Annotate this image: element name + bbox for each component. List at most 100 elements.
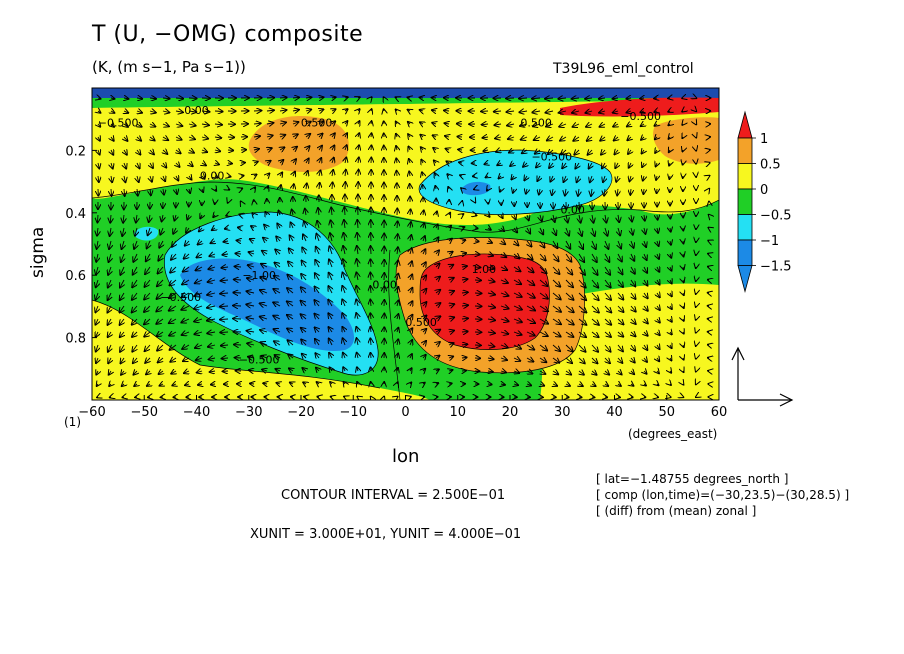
wind-vector (578, 188, 579, 196)
wind-vector (280, 147, 284, 150)
wind-vector (176, 163, 180, 167)
wind-vector (277, 383, 280, 384)
wind-vector (108, 279, 111, 288)
wind-vector (482, 137, 489, 138)
wind-vector (280, 185, 281, 189)
wind-vector (599, 98, 606, 99)
wind-vector (124, 124, 128, 127)
wind-vector (98, 150, 100, 155)
wind-vector (670, 293, 672, 296)
region-orange-top-left (248, 116, 349, 172)
wind-vector (124, 150, 127, 155)
wind-vector (548, 150, 553, 154)
wind-vector (449, 252, 453, 254)
wind-vector (436, 212, 437, 215)
wind-vector (561, 150, 566, 155)
wind-vector (370, 259, 371, 268)
wind-vector (158, 253, 163, 261)
wind-vector (592, 214, 593, 223)
wind-vector (436, 383, 438, 384)
wind-vector (510, 163, 514, 166)
wind-vector (552, 318, 561, 324)
wind-vector (199, 228, 202, 231)
wind-vector (124, 188, 125, 196)
wind-vector (228, 189, 229, 190)
wind-vector (566, 371, 571, 375)
wind-vector (500, 345, 508, 348)
wind-vector (121, 371, 124, 375)
wind-vector (344, 220, 345, 229)
wind-vector (423, 289, 426, 293)
wind-vector (137, 98, 142, 99)
wind-vector (444, 110, 449, 111)
wind-vector (358, 133, 359, 137)
wind-vector (626, 98, 631, 99)
wind-vector (487, 189, 488, 191)
contour-label: 0.00 (184, 104, 209, 117)
wind-vector (657, 228, 658, 233)
x-tick-label: 10 (449, 405, 466, 420)
wind-vector (357, 259, 358, 268)
wind-vector (669, 150, 670, 152)
wind-vector (487, 358, 494, 359)
wind-vector (540, 227, 543, 234)
wind-vector (163, 176, 165, 181)
wind-vector (682, 150, 683, 151)
wind-vector (221, 345, 229, 346)
wind-vector (683, 267, 684, 269)
wind-vector (185, 384, 189, 385)
wind-vector (644, 332, 648, 336)
wind-vector (613, 124, 618, 127)
wind-vector (124, 111, 128, 113)
wind-vector (96, 266, 98, 275)
wind-vector (274, 263, 281, 267)
wind-vector (514, 228, 517, 232)
wind-vector (423, 236, 425, 241)
contour-label: −0.500 (160, 291, 201, 304)
wind-vector (267, 148, 272, 150)
wind-vector (618, 266, 623, 274)
wind-vector (315, 273, 319, 281)
wind-vector (618, 332, 623, 337)
wind-vector (670, 254, 671, 258)
wind-vector (657, 306, 660, 310)
wind-vector (287, 288, 294, 293)
wind-vector (356, 313, 358, 320)
wind-vector (329, 338, 332, 346)
wind-vector (423, 315, 426, 319)
wind-vector (532, 111, 541, 112)
wind-vector (422, 185, 423, 189)
wind-vector (513, 332, 522, 335)
wind-vector (600, 124, 605, 127)
chart-units: (K, (m s−1, Pa s−1)) (92, 58, 246, 76)
wind-vector (643, 176, 644, 181)
wind-vector (526, 306, 535, 310)
wind-vector (397, 339, 398, 346)
wind-vector (462, 253, 466, 254)
wind-vector (145, 344, 151, 351)
wind-vector (420, 135, 423, 137)
wind-vector (213, 215, 215, 217)
contour-label: −0.500 (239, 353, 280, 366)
wind-vector (137, 150, 140, 155)
wind-vector (147, 384, 150, 386)
wind-vector (158, 358, 163, 362)
wind-vector (433, 135, 436, 137)
wind-vector (221, 280, 229, 281)
wind-vector (263, 238, 267, 241)
contour-label: 1.00 (472, 263, 497, 276)
wind-vector (396, 122, 397, 124)
wind-vector (174, 214, 176, 221)
wind-vector (523, 163, 527, 167)
wind-vector (135, 227, 137, 236)
wind-vector (209, 358, 216, 359)
wind-vector (211, 241, 215, 243)
wind-vector (293, 184, 294, 189)
wind-vector (225, 228, 228, 229)
colorbar-segment (737, 214, 753, 241)
wind-vector (654, 111, 657, 112)
wind-vector (462, 266, 467, 267)
wind-vector (133, 266, 137, 275)
colorbar-label: 0 (760, 183, 768, 198)
